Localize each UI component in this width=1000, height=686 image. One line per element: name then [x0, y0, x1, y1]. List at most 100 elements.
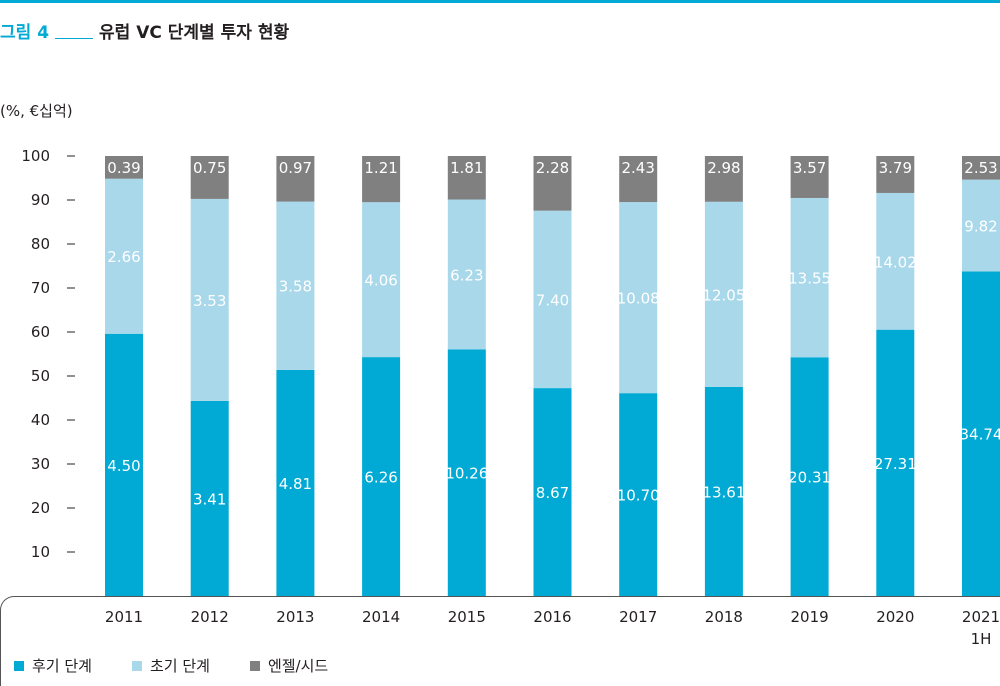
- data-label: 13.61: [702, 483, 745, 501]
- bar-segment: [962, 179, 1000, 272]
- data-label: 2.66: [107, 248, 140, 266]
- bar-segment: [533, 156, 572, 211]
- data-label: 3.79: [879, 159, 912, 177]
- data-label: 8.67: [536, 484, 569, 502]
- axis-bracket: [0, 596, 1000, 686]
- y-tick-label: 90: [31, 191, 50, 209]
- legend-swatch: [249, 660, 260, 671]
- bar-segment: [276, 156, 315, 202]
- bar-segment: [276, 369, 315, 596]
- figure-label: 그림 4: [0, 22, 50, 43]
- data-label: 20.31: [788, 469, 831, 487]
- bar-segment: [190, 198, 229, 401]
- data-label: 3.57: [793, 159, 826, 177]
- data-label: 27.31: [874, 455, 917, 473]
- bar-segment: [790, 357, 829, 596]
- bar-segment: [962, 271, 1000, 596]
- x-tick-label: 2013: [276, 608, 314, 626]
- data-label: 13.55: [788, 270, 831, 288]
- bar-segment: [619, 202, 658, 394]
- bar-segment: [790, 156, 829, 198]
- x-tick-label: 2020: [876, 608, 914, 626]
- legend-item: 엔젤/시드: [236, 655, 328, 676]
- data-label: 2.43: [621, 159, 654, 177]
- legend-item: 후기 단계: [0, 655, 92, 676]
- bar-segment: [447, 156, 486, 200]
- bar-segment: [105, 178, 143, 334]
- x-tick-label: 2012: [191, 608, 229, 626]
- legend-swatch: [14, 660, 24, 671]
- data-label: 7.40: [536, 291, 569, 309]
- x-tick-label: 2019: [791, 608, 829, 626]
- figure-label-divider: [55, 37, 94, 39]
- y-tick-label: 60: [31, 323, 50, 341]
- data-label: 10.70: [617, 487, 660, 505]
- bar-segment: [276, 201, 315, 370]
- data-label: 4.81: [279, 475, 312, 493]
- bar-segment: [962, 156, 1000, 180]
- data-label: 6.23: [450, 266, 483, 284]
- x-tick-label: 2021: [962, 608, 1000, 626]
- data-label: 3.53: [193, 292, 226, 310]
- legend: 후기 단계 초기 단계 엔젤/시드: [0, 655, 354, 676]
- bar-segment: [876, 156, 915, 193]
- bar-segment: [876, 192, 915, 330]
- bar-segment: [190, 156, 229, 199]
- bar-segment: [362, 357, 401, 596]
- bar-segment: [876, 329, 915, 596]
- bar-segment: [362, 156, 401, 203]
- y-tick-label: 50: [31, 367, 50, 385]
- data-label: 2.53: [964, 159, 997, 177]
- data-label: 12.05: [702, 286, 745, 304]
- data-label: 2.28: [536, 159, 569, 177]
- data-label: 3.58: [279, 278, 312, 296]
- y-tick-label: 10: [31, 543, 50, 561]
- data-label: 14.02: [874, 253, 917, 271]
- x-tick-label: 2016: [533, 608, 571, 626]
- data-label: 1.81: [450, 159, 483, 177]
- x-tick-label: 2017: [619, 608, 657, 626]
- legend-item: 초기 단계: [118, 655, 210, 676]
- data-label: 0.39: [107, 159, 140, 177]
- legend-label: 엔젤/시드: [267, 657, 329, 675]
- legend-label: 초기 단계: [149, 657, 210, 675]
- bar-segment: [790, 197, 829, 358]
- unit-label: (%, €십억): [0, 102, 73, 120]
- y-tick-label: 20: [31, 499, 50, 517]
- data-label: 4.06: [364, 272, 397, 290]
- x-tick-label: 2015: [448, 608, 486, 626]
- data-label: 1.21: [364, 159, 397, 177]
- figure-header: 그림 4 유럽 VC 단계별 투자 현황: [0, 18, 290, 43]
- y-tick-label: 100: [21, 147, 50, 165]
- stacked-bar-chart: 10 20 30 40 50 60 70 80 90 100 4.50 2.66 0.39 2011 3.4…: [21, 147, 1000, 648]
- data-label: 10.26: [445, 465, 488, 483]
- x-tick-label: 2011: [105, 608, 143, 626]
- y-tick-label: 40: [31, 411, 50, 429]
- data-label: 0.75: [193, 159, 226, 177]
- bar-segment: [704, 201, 743, 387]
- bar-segment: [619, 393, 658, 596]
- data-label: 3.41: [193, 490, 226, 508]
- data-label: 34.74: [960, 426, 1000, 444]
- bar-segment: [533, 210, 572, 389]
- y-tick-label: 30: [31, 455, 50, 473]
- bar-segment: [447, 199, 486, 350]
- y-tick-label: 80: [31, 235, 50, 253]
- data-label: 4.50: [107, 457, 140, 475]
- data-label: 6.26: [364, 469, 397, 487]
- bar-segment: [533, 388, 572, 596]
- figure-title: 유럽 VC 단계별 투자 현황: [99, 22, 290, 43]
- data-label: 0.97: [279, 159, 312, 177]
- top-rule: [0, 0, 1000, 3]
- data-label: 10.08: [617, 290, 660, 308]
- x-tick-label: 2018: [705, 608, 743, 626]
- x-tick-label: 1H: [971, 630, 992, 648]
- legend-swatch: [131, 660, 142, 671]
- y-tick-label: 70: [31, 279, 50, 297]
- bar-segment: [105, 333, 143, 596]
- x-tick-label: 2014: [362, 608, 400, 626]
- bar-segment: [704, 156, 743, 202]
- data-label: 2.98: [707, 159, 740, 177]
- bar-segment: [447, 349, 486, 596]
- data-label: 9.82: [964, 218, 997, 236]
